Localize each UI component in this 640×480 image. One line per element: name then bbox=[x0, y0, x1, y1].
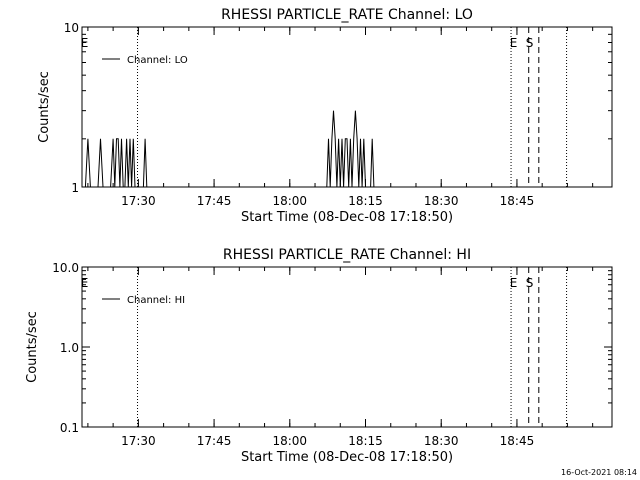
x-tick-label: 18:30 bbox=[424, 194, 459, 208]
marker-label: S bbox=[526, 36, 534, 50]
x-tick-label: 17:45 bbox=[197, 194, 232, 208]
series-line bbox=[84, 110, 375, 188]
x-tick-label: 18:15 bbox=[348, 434, 383, 448]
x-axis-label: Start Time (08-Dec-08 17:18:50) bbox=[241, 450, 453, 465]
legend-label: Channel: LO bbox=[127, 55, 188, 66]
timestamp: 16-Oct-2021 08:14 bbox=[561, 468, 637, 477]
y-tick-label: 1 bbox=[71, 181, 79, 195]
y-axis-label: Counts/sec bbox=[25, 311, 40, 383]
marker-label: E bbox=[510, 36, 518, 50]
y-tick-label: 1.0 bbox=[60, 341, 79, 355]
chart-title: RHESSI PARTICLE_RATE Channel: LO bbox=[221, 7, 473, 23]
x-axis-label: Start Time (08-Dec-08 17:18:50) bbox=[241, 210, 453, 225]
x-tick-label: 18:15 bbox=[348, 194, 383, 208]
x-tick-label: 17:30 bbox=[121, 434, 156, 448]
y-axis-label: Counts/sec bbox=[37, 71, 52, 143]
legend-label: Channel: HI bbox=[127, 295, 185, 306]
x-tick-label: 17:30 bbox=[121, 194, 156, 208]
marker-label: S bbox=[526, 276, 534, 290]
x-tick-label: 18:45 bbox=[500, 434, 535, 448]
marker-label: E bbox=[81, 36, 89, 50]
y-tick-label: 10.0 bbox=[52, 261, 79, 275]
x-tick-label: 18:00 bbox=[272, 194, 307, 208]
chart-panel-2: RHESSI PARTICLE_RATE Channel: HI 17:30 17:… bbox=[25, 247, 613, 465]
chart-title: RHESSI PARTICLE_RATE Channel: HI bbox=[223, 247, 471, 263]
marker-label: E bbox=[510, 276, 518, 290]
plot-frame bbox=[81, 26, 613, 188]
y-tick-label: 0.1 bbox=[60, 421, 79, 435]
x-tick-label: 18:00 bbox=[272, 434, 307, 448]
x-tick-label: 18:45 bbox=[500, 194, 535, 208]
marker-label: E bbox=[81, 276, 89, 290]
chart-panel-1: RHESSI PARTICLE_RATE Channel: LO 17:30 17:… bbox=[37, 7, 613, 225]
x-tick-label: 18:30 bbox=[424, 434, 459, 448]
y-tick-label: 10 bbox=[64, 21, 79, 35]
x-tick-label: 17:45 bbox=[197, 434, 232, 448]
